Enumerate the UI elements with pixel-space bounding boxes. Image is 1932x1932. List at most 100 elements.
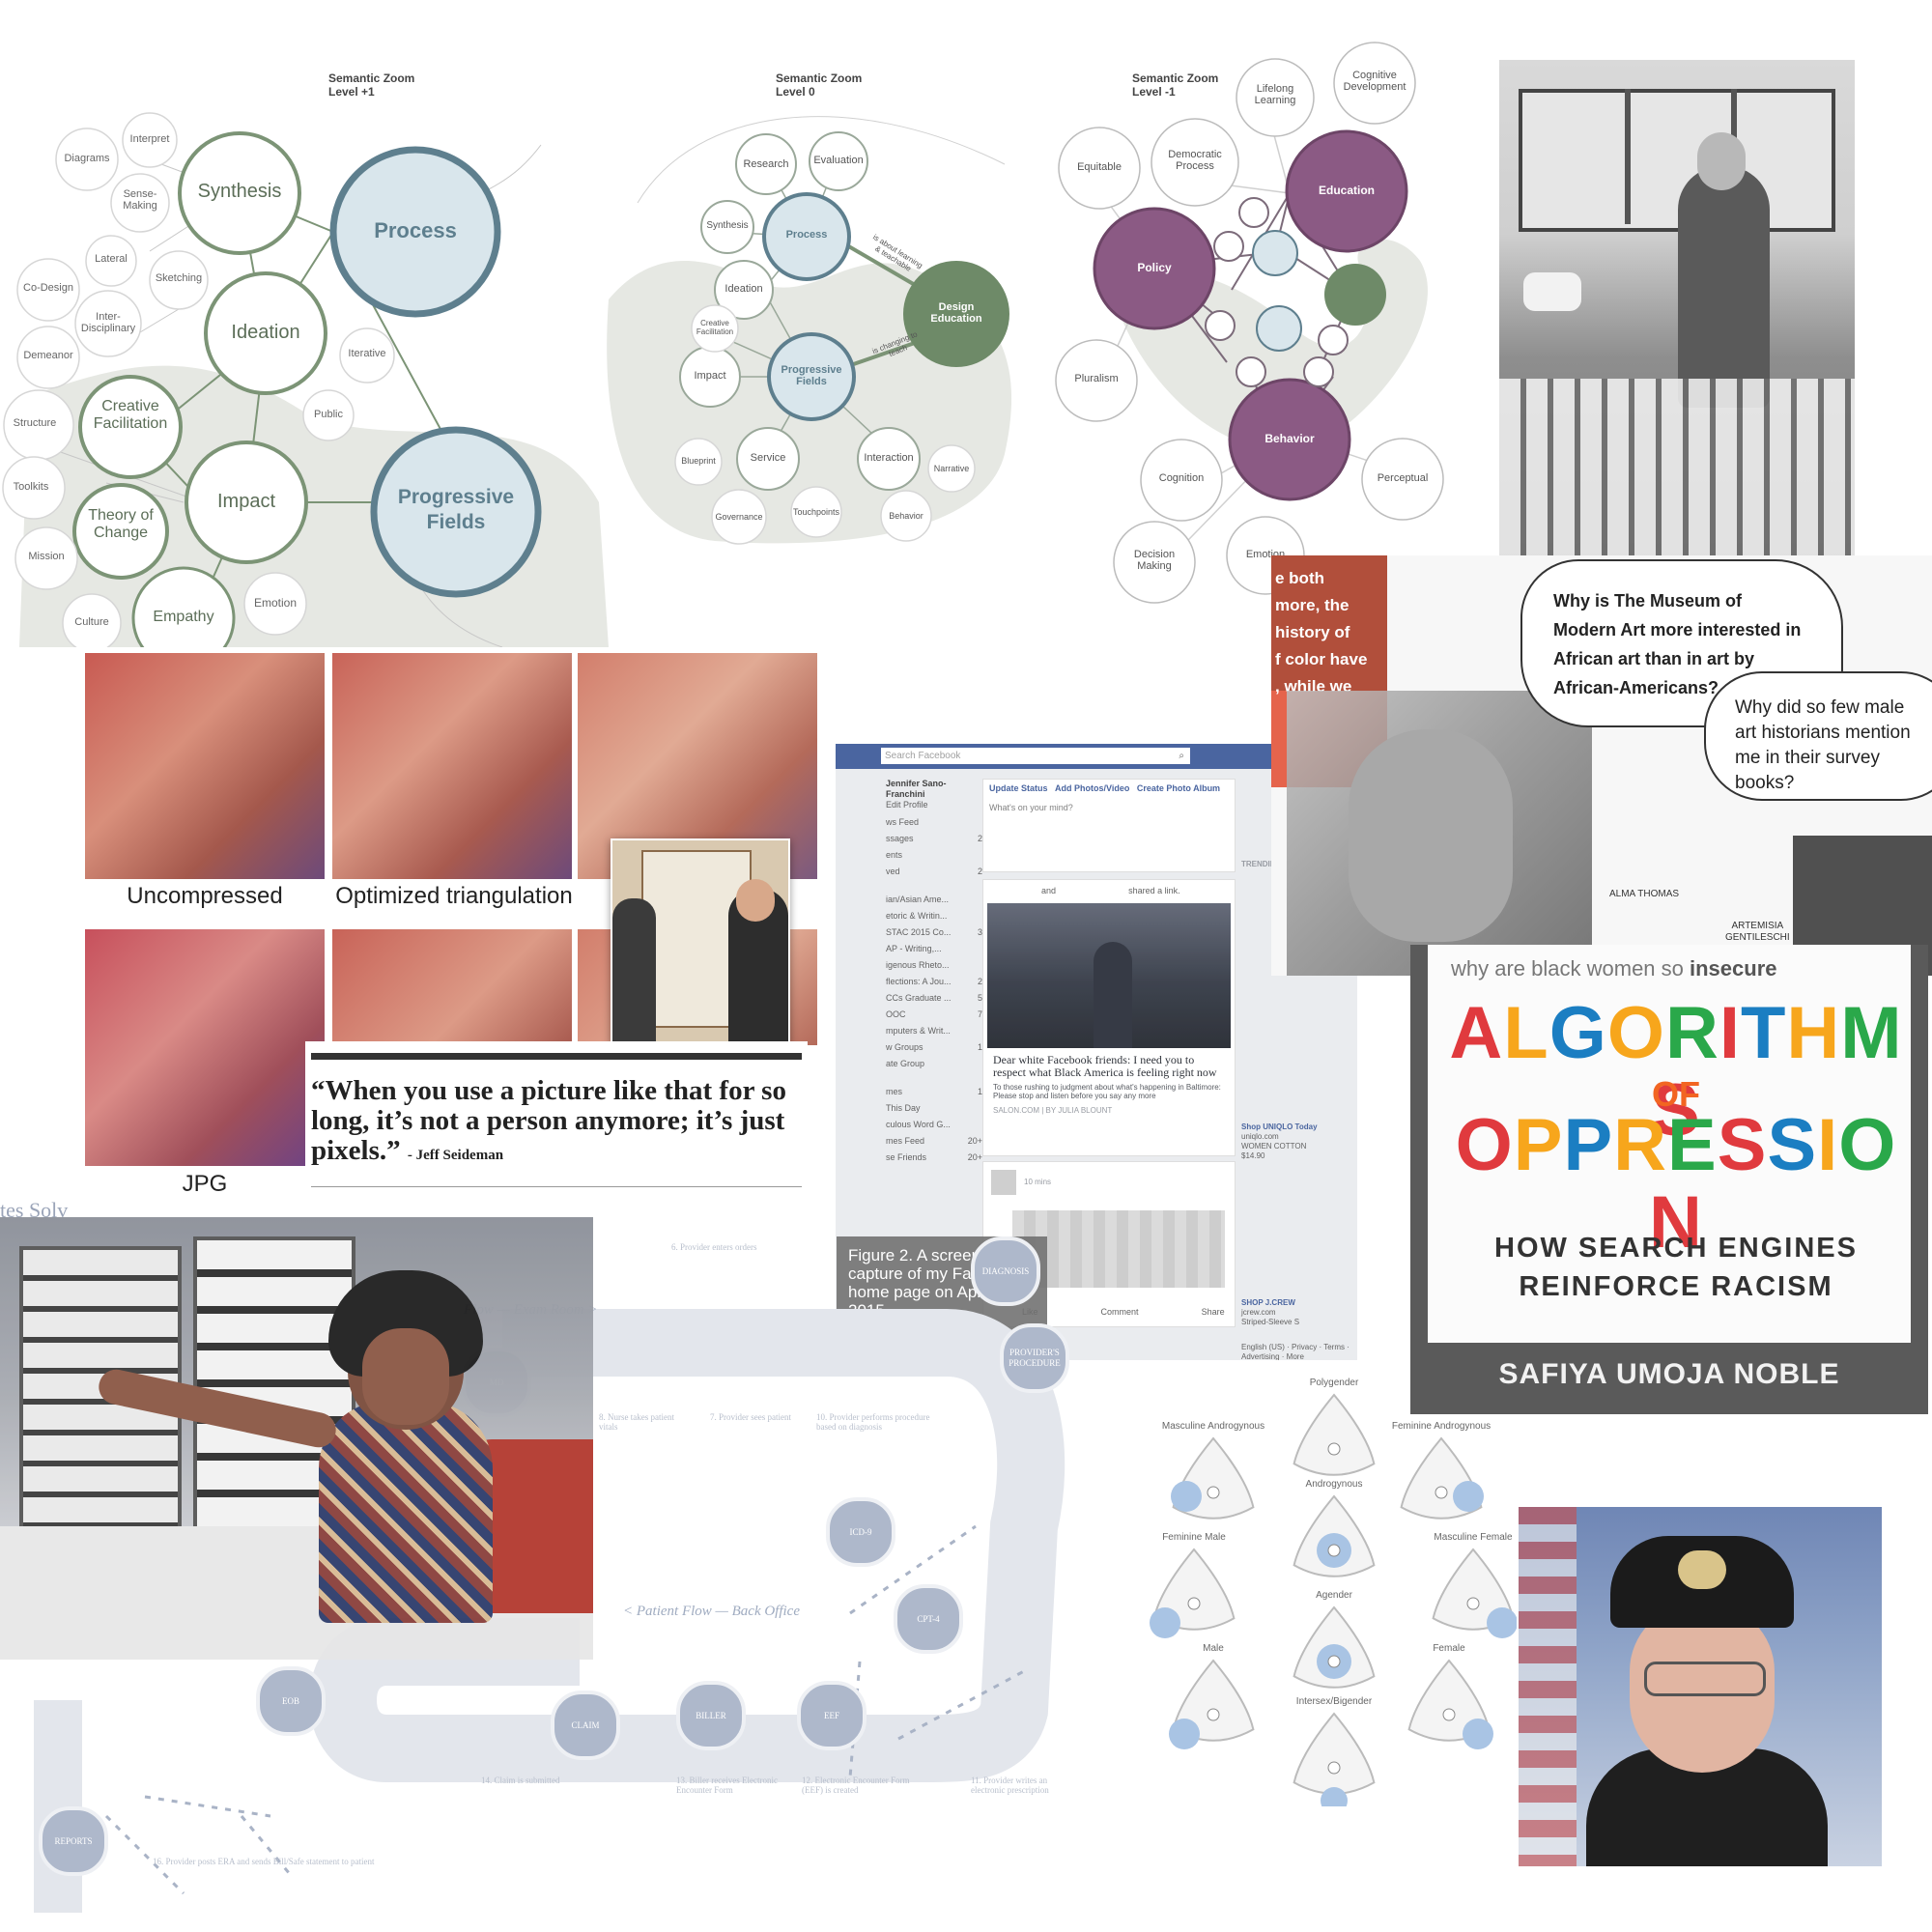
fb-comment[interactable]: Comment — [1100, 1307, 1139, 1317]
gender-shape — [1293, 1605, 1376, 1689]
fb-ad1-desc: WOMEN COTTON — [1241, 1142, 1307, 1151]
fb-add-photos[interactable]: Add Photos/Video — [1055, 783, 1130, 793]
zoom-title: Semantic Zoom Level +1 — [328, 71, 415, 99]
officer-glasses — [1644, 1662, 1766, 1696]
gender-shape — [1293, 1494, 1376, 1577]
book-title-letter: O — [1838, 1104, 1897, 1186]
fb-sidebar-item[interactable]: This Day — [886, 1103, 982, 1120]
photo-naval-officer — [1519, 1507, 1882, 1866]
gender-shape — [1293, 1712, 1376, 1806]
fb-status-input[interactable]: What's on your mind? — [989, 803, 1073, 812]
caption-alma-thomas: ALMA THOMAS — [1609, 889, 1680, 899]
node-equitable: Equitable — [1077, 161, 1122, 173]
flow-note-11: 11. Provider writes an electronic prescr… — [971, 1776, 1049, 1795]
node-public: Public — [314, 409, 343, 420]
quote-text: “When you use a picture like that for so… — [311, 1075, 786, 1166]
fb-sidebar-item[interactable]: flections: A Jou... 2 — [886, 977, 982, 993]
fb-post-image[interactable] — [987, 903, 1231, 1048]
fb-sidebar-item-count: 3 — [977, 927, 982, 937]
fb-post: and shared a link. Dear white Facebook f… — [982, 879, 1236, 1156]
fb-sidebar-item[interactable]: mes Feed 20+ — [886, 1136, 982, 1152]
fb-edit-profile[interactable]: Edit Profile — [886, 800, 928, 810]
fb-sidebar-item[interactable]: ws Feed — [886, 817, 982, 834]
window-mullion — [1625, 89, 1631, 224]
fb-sidebar-item-label: AP - Writing,... — [886, 944, 942, 953]
person-face — [362, 1328, 449, 1425]
fb-search-box[interactable]: Search Facebook ⌕ — [881, 748, 1190, 764]
fb-sidebar-item[interactable]: AP - Writing,... — [886, 944, 982, 960]
fb-sidebar-item[interactable]: ved 2 — [886, 867, 982, 883]
fb-ad1-title[interactable]: Shop UNIQLO Today — [1241, 1122, 1318, 1131]
gender-label: Androgynous — [1305, 1479, 1363, 1490]
node-creative-facilitation: Creative Facilitation — [696, 319, 734, 336]
fb-sidebar-item-label: w Groups — [886, 1042, 923, 1052]
fb-right-column: TRENDING Shop UNIQLO Today uniqlo.com WO… — [1241, 779, 1357, 1360]
node-service: Service — [750, 452, 786, 464]
fb-sidebar-item[interactable]: igenous Rheto... — [886, 960, 982, 977]
flow-node: PROVIDER'S PROCEDURE — [1000, 1323, 1069, 1393]
label-optimized-triangulation: Optimized triangulation — [335, 883, 573, 909]
gender-label: Polygender — [1309, 1378, 1359, 1388]
node-decision-making: Decision Making — [1133, 549, 1176, 572]
node-mission: Mission — [28, 551, 65, 562]
book-title-letter: R — [1613, 1104, 1668, 1186]
book-title-oppression: OPPRESSION — [1449, 1107, 1903, 1262]
fb-sidebar-item[interactable]: w Groups 1 — [886, 1042, 982, 1059]
book-title-letter: P — [1513, 1104, 1564, 1186]
fb-share[interactable]: Share — [1201, 1307, 1225, 1317]
fb-profile-name[interactable]: Jennifer Sano-Franchini — [886, 779, 947, 799]
semantic-zoom-level-plus1: Semantic Zoom Level +1 Synthesis Process … — [0, 48, 618, 647]
flow-note-16: 16. Provider posts ERA and sends Bill/Sa… — [153, 1857, 375, 1866]
node-co-design: Co-Design — [23, 282, 73, 294]
flow-node: CPT-4 — [894, 1584, 963, 1654]
fb-sidebar-item[interactable]: se Friends 20+ — [886, 1152, 982, 1169]
gender-shape — [1171, 1436, 1255, 1520]
book-title-letter: S — [1717, 1104, 1768, 1186]
caption-artemisia: ARTEMISIA GENTILESCHI — [1725, 921, 1790, 943]
fb-shared-link[interactable]: shared a link. — [1128, 886, 1180, 895]
fb-sidebar-item[interactable]: mes 1 — [886, 1087, 982, 1103]
fb-create-album[interactable]: Create Photo Album — [1136, 783, 1221, 793]
gender-shape — [1400, 1436, 1484, 1520]
node-design-education: Design Education — [930, 301, 982, 325]
fb-sidebar-item[interactable]: ssages 2 — [886, 834, 982, 850]
fb-sidebar-item[interactable]: ian/Asian Ame... — [886, 895, 982, 911]
node-creative-facilitation: Creative Facilitation — [93, 398, 168, 432]
book-title-letter: A — [1449, 992, 1504, 1074]
lena-uncompressed — [85, 653, 325, 879]
book-title-of: OF — [1652, 1074, 1700, 1114]
node-toolkits: Toolkits — [13, 481, 49, 493]
node-progressive-fields: Progressive Fields — [397, 486, 515, 533]
fb-ad2-title[interactable]: SHOP J.CREW — [1241, 1298, 1295, 1307]
fb-sidebar-item[interactable]: ate Group — [886, 1059, 982, 1075]
flow-node-label: DIAGNOSIS — [981, 1265, 1030, 1276]
fb-sidebar-item[interactable]: culous Word G... — [886, 1120, 982, 1136]
portrait-face — [1349, 729, 1513, 942]
gender-reuleaux-shapes — [1150, 1393, 1517, 1806]
fb-ad2-desc: Striped-Sleeve S — [1241, 1318, 1300, 1326]
fb-shared-and: and — [1041, 886, 1057, 895]
fb-sidebar-item-label: ate Group — [886, 1059, 925, 1068]
node-interaction: Interaction — [864, 452, 914, 464]
fb-sidebar-item[interactable]: etoric & Writin... — [886, 911, 982, 927]
photo-woman-with-notes — [1499, 60, 1855, 557]
search-icon[interactable]: ⌕ — [1179, 751, 1184, 761]
fb-sidebar-item-count: 1 — [977, 1087, 982, 1096]
lena-optimized — [332, 653, 572, 879]
fb-sidebar-item[interactable]: OOC 7 — [886, 1009, 982, 1026]
fb-post-headline[interactable]: Dear white Facebook friends: I need you … — [993, 1053, 1217, 1079]
book-title-letter: H — [1786, 992, 1841, 1074]
fb-sidebar-item[interactable]: ents — [886, 850, 982, 867]
fb-sidebar-item[interactable]: STAC 2015 Co... 3 — [886, 927, 982, 944]
fb-sidebar-item[interactable]: mputers & Writ... — [886, 1026, 982, 1042]
node-blueprint: Blueprint — [681, 456, 716, 466]
fb-sidebar-item-label: OOC — [886, 1009, 906, 1019]
fb-avatar[interactable] — [991, 1170, 1016, 1195]
fb-sidebar-item-count: 2 — [977, 834, 982, 843]
fb-update-status[interactable]: Update Status — [989, 783, 1048, 793]
flow-note-14: 14. Claim is submitted — [481, 1776, 560, 1785]
fb-sidebar-item[interactable]: CCs Graduate ... 5 — [886, 993, 982, 1009]
person-silhouette — [1678, 166, 1770, 408]
fb-post-time: 10 mins — [1024, 1178, 1052, 1186]
book-title-letter: L — [1503, 992, 1549, 1074]
